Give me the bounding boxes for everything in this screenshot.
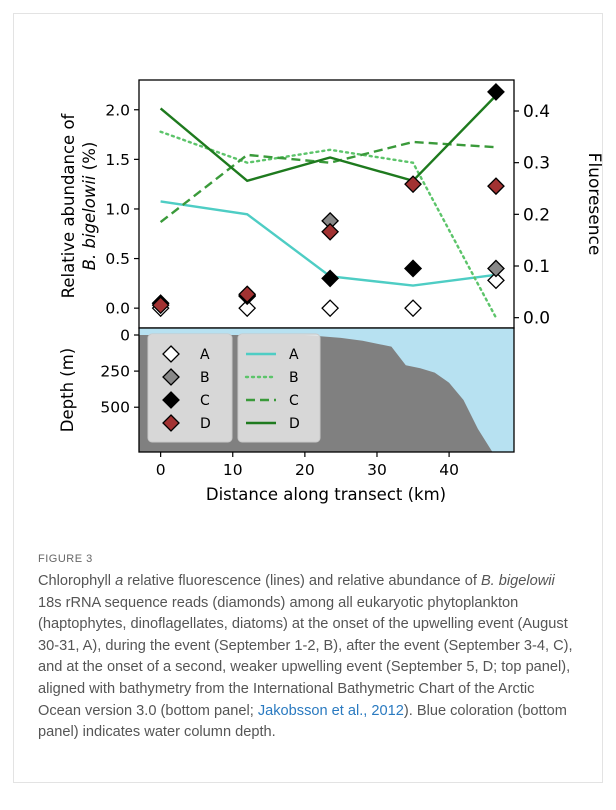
y2-axis-label: Fluoresence	[584, 153, 604, 256]
abundance-point-d	[487, 177, 505, 196]
y-tick-label: 1.0	[105, 200, 130, 218]
top-panel-marks	[151, 82, 505, 319]
abundance-point-a	[238, 299, 257, 318]
legend-marker-label: A	[200, 347, 210, 363]
abundance-point-b	[487, 259, 505, 278]
abundance-point-c	[404, 259, 422, 278]
caption-species: B. bigelowii	[480, 573, 555, 589]
legend-marker-label: C	[200, 393, 210, 409]
depth-tick-label: 500	[100, 399, 130, 417]
bottom-panel-frame	[138, 327, 515, 453]
figure-caption: FIGURE 3 Chlorophyll a relative fluoresc…	[38, 553, 578, 744]
marker-legend	[147, 333, 233, 443]
caption-part: Chlorophyll	[38, 573, 116, 589]
abundance-point-c	[321, 269, 340, 288]
abundance-point-d	[238, 285, 257, 304]
abundance-point-d	[404, 175, 422, 194]
abundance-point-a	[321, 299, 340, 318]
legend-marker-d	[162, 414, 180, 432]
y-tick-label: 0.0	[105, 300, 130, 318]
y2-tick-label: 0.2	[523, 205, 550, 225]
caption-part: relative fluorescence (lines) and relati…	[123, 573, 481, 589]
y-tick-label: 1.5	[105, 151, 130, 169]
abundance-point-d	[151, 296, 170, 315]
y2-tick-label: 0.4	[523, 102, 550, 122]
legend-marker-label: B	[200, 370, 210, 386]
x-tick-label: 30	[367, 461, 387, 479]
y-axis-label-line2: B. bigelowii (%)	[80, 142, 99, 271]
y2-tick-label: 0.3	[523, 154, 550, 174]
abundance-point-a	[404, 299, 422, 318]
axis-ticks: 0.0 0.5 1.0 1.5 2.0 0.0 0.1 0.2 0.3 0.4 0 250 500 0 10…	[100, 101, 550, 479]
figure-3: Relative abundance of B. bigelowii (%) F…	[58, 79, 604, 504]
abundance-point-a	[487, 271, 505, 290]
legend-line-label: D	[289, 416, 300, 432]
fluorescence-line-c	[159, 140, 497, 224]
caption-part: ). Blue coloration (bottom panel) indica…	[38, 702, 567, 741]
line-legend	[237, 333, 321, 443]
x-axis-label: Distance along transect (km)	[206, 485, 446, 504]
caption-part: 18s rRNA sequence reads (diamonds) among…	[38, 594, 573, 719]
legend-marker-a	[162, 345, 180, 363]
abundance-point-c	[487, 82, 505, 101]
legend-line-label: C	[289, 393, 299, 409]
seafloor-area	[139, 335, 514, 452]
legend-line-label: A	[289, 347, 299, 363]
abundance-point-d	[321, 222, 340, 241]
y-tick-label: 0.5	[105, 250, 130, 268]
x-tick-label: 40	[439, 461, 459, 479]
depth-axis-label: Depth (m)	[58, 348, 77, 432]
legend-marker-label: D	[200, 416, 211, 432]
fluorescence-line-d	[159, 94, 497, 183]
caption-text: Chlorophyll a relative fluorescence (lin…	[38, 571, 578, 744]
legend-marker-c	[162, 391, 180, 409]
figure-label: FIGURE 3	[38, 553, 93, 565]
x-tick-label: 0	[156, 461, 166, 479]
y-axis-label-line1: Relative abundance of	[59, 112, 78, 298]
y2-tick-label: 0.1	[523, 257, 550, 277]
citation-link[interactable]: Jakobsson et al., 2012	[257, 702, 404, 719]
legend-line-label: B	[289, 370, 299, 386]
top-panel-frame	[138, 79, 515, 329]
y-tick-label: 2.0	[105, 101, 130, 119]
depth-tick-label: 250	[100, 363, 130, 381]
x-tick-label: 20	[295, 461, 315, 479]
legend-marker-b	[162, 368, 180, 386]
y2-tick-label: 0.0	[523, 309, 550, 329]
fluorescence-line-b	[159, 130, 498, 319]
caption-italic: a	[115, 573, 124, 589]
x-tick-label: 10	[223, 461, 243, 479]
depth-tick-label: 0	[120, 327, 130, 345]
